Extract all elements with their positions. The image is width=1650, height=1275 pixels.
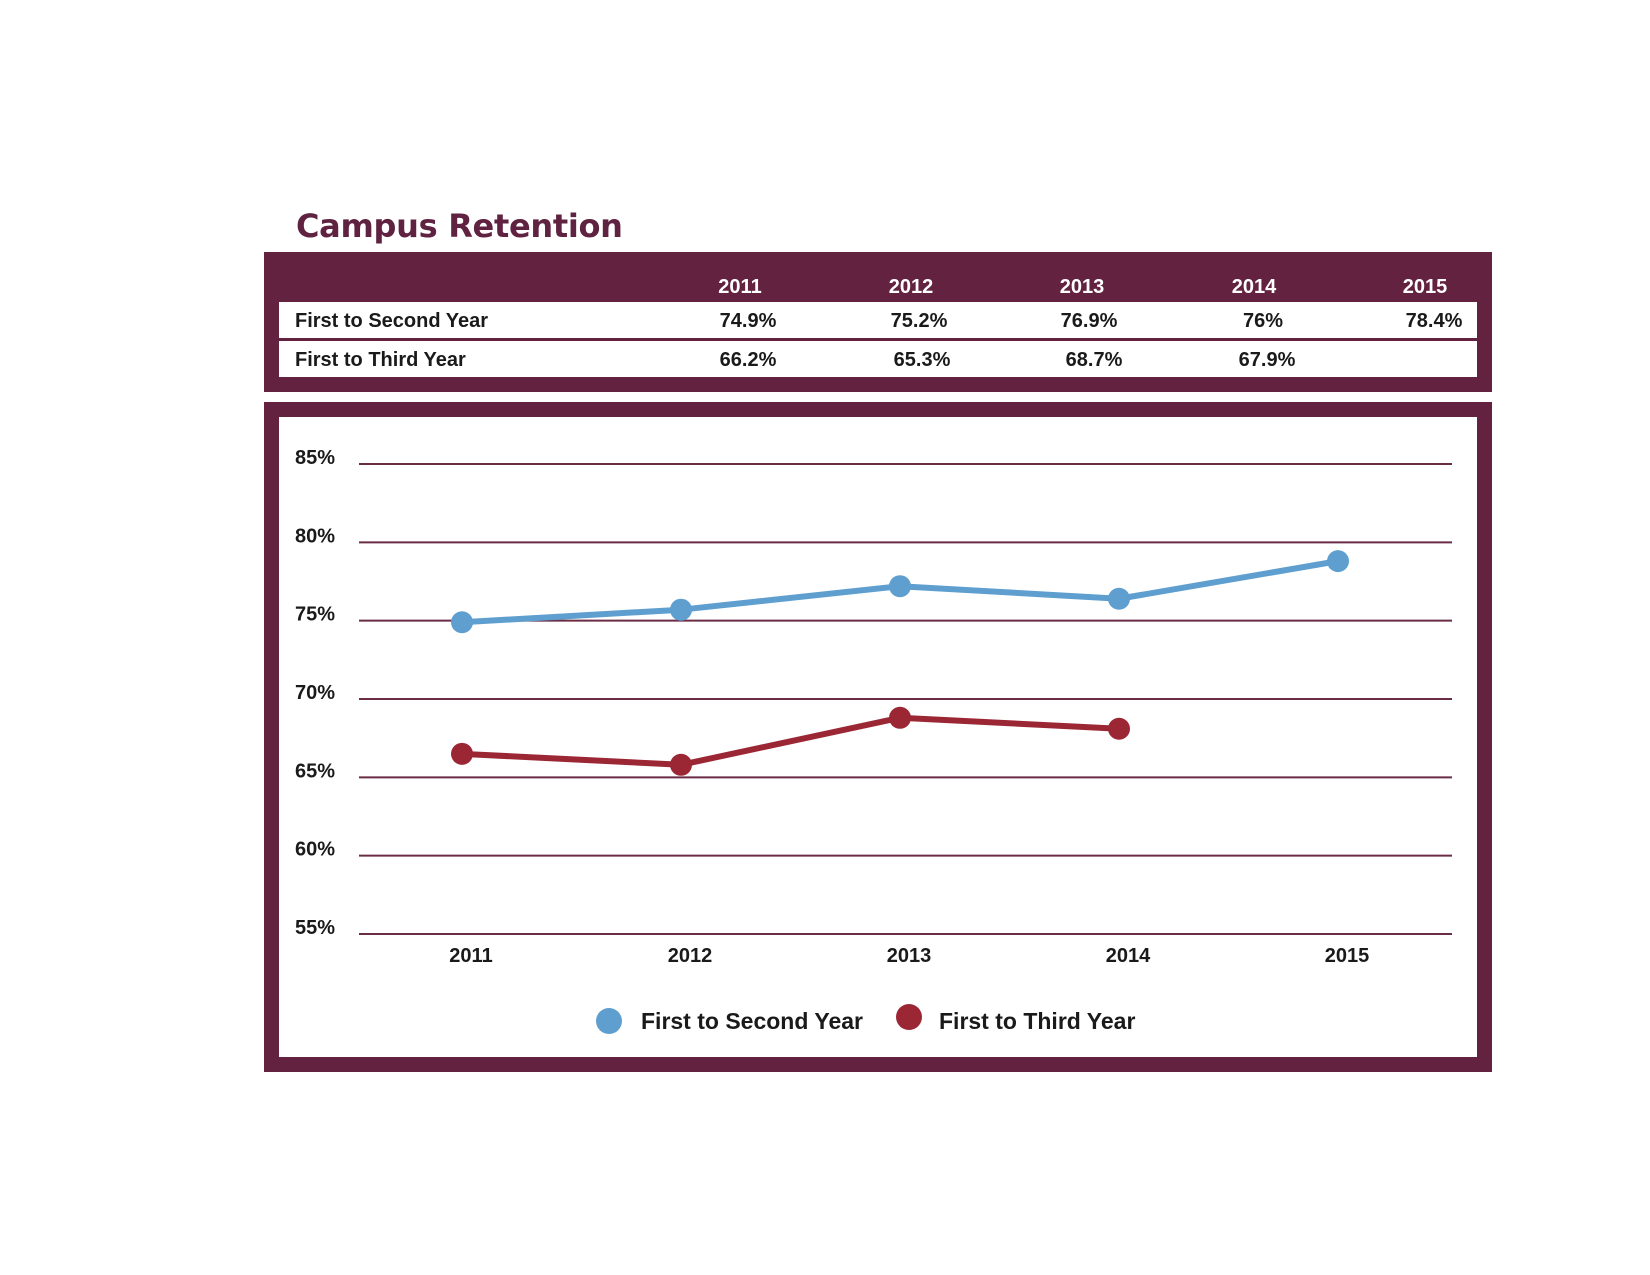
y-tick-label: 85% <box>295 447 335 469</box>
legend-marker <box>896 1004 922 1030</box>
series-line <box>461 714 1120 768</box>
table-cell: 66.2% <box>719 349 777 371</box>
table-header-year: 2014 <box>1231 276 1277 298</box>
data-point <box>670 598 692 621</box>
table-cell: 78.4% <box>1405 310 1463 332</box>
table-cell: 74.9% <box>719 310 777 332</box>
y-tick-label: 80% <box>295 525 335 547</box>
table-header-year: 2012 <box>888 276 934 298</box>
chart-frame: 55% 60% 65% 70% 75% 80% 85% 2011 2012 2013 2014 201… <box>264 402 1492 1072</box>
table-header-year: 2013 <box>1059 276 1105 298</box>
table-cell: 76.9% <box>1060 310 1118 332</box>
y-tick-label: 65% <box>295 760 335 782</box>
x-tick-label: 2011 <box>449 945 492 967</box>
data-point <box>1327 550 1349 573</box>
y-tick-label: 70% <box>295 682 335 704</box>
data-point <box>451 742 473 765</box>
table-row: First to Third Year 66.2% 65.3% 68.7% 67… <box>279 341 1477 377</box>
y-tick-label: 55% <box>295 917 335 939</box>
table-cell: 75.2% <box>890 310 948 332</box>
line-chart: 55% 60% 65% 70% 75% 80% 85% 2011 2012 2013 2014 201… <box>295 447 1452 1034</box>
page-title: Campus Retention <box>296 207 623 245</box>
table-row: First to Second Year 74.9% 75.2% 76.9% 7… <box>279 302 1477 338</box>
y-tick-label: 75% <box>295 604 335 626</box>
table-header-year: 2011 <box>718 276 762 298</box>
data-point <box>1108 587 1130 610</box>
data-point <box>1108 717 1130 740</box>
legend-marker <box>596 1008 622 1034</box>
x-tick-label: 2014 <box>1106 945 1151 967</box>
row-label: First to Second Year <box>295 310 489 332</box>
table-cell: 67.9% <box>1238 349 1296 371</box>
x-tick-label: 2013 <box>887 945 932 967</box>
table-cell: 68.7% <box>1065 349 1123 371</box>
y-tick-label: 60% <box>295 839 335 861</box>
data-point <box>451 611 473 634</box>
table-cell: 65.3% <box>893 349 951 371</box>
x-tick-label: 2015 <box>1325 945 1370 967</box>
legend-label: First to Third Year <box>939 1008 1135 1034</box>
data-point <box>670 753 692 776</box>
data-point <box>889 575 911 598</box>
row-label: First to Third Year <box>295 349 466 371</box>
table-header-year: 2015 <box>1402 276 1448 298</box>
legend-label: First to Second Year <box>641 1008 863 1034</box>
chart-panel: 55% 60% 65% 70% 75% 80% 85% 2011 2012 2013 2014 201… <box>279 417 1477 1057</box>
retention-table: 2011 2012 2013 2014 2015 First to Second… <box>264 252 1492 392</box>
x-tick-label: 2012 <box>668 945 713 967</box>
table-cell: 76% <box>1242 310 1284 332</box>
data-point <box>889 706 911 729</box>
